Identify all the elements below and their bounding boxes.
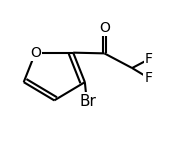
Text: O: O: [30, 46, 41, 60]
Text: F: F: [145, 52, 153, 66]
Text: O: O: [99, 21, 110, 35]
Text: Br: Br: [79, 94, 96, 109]
Text: F: F: [144, 71, 152, 85]
